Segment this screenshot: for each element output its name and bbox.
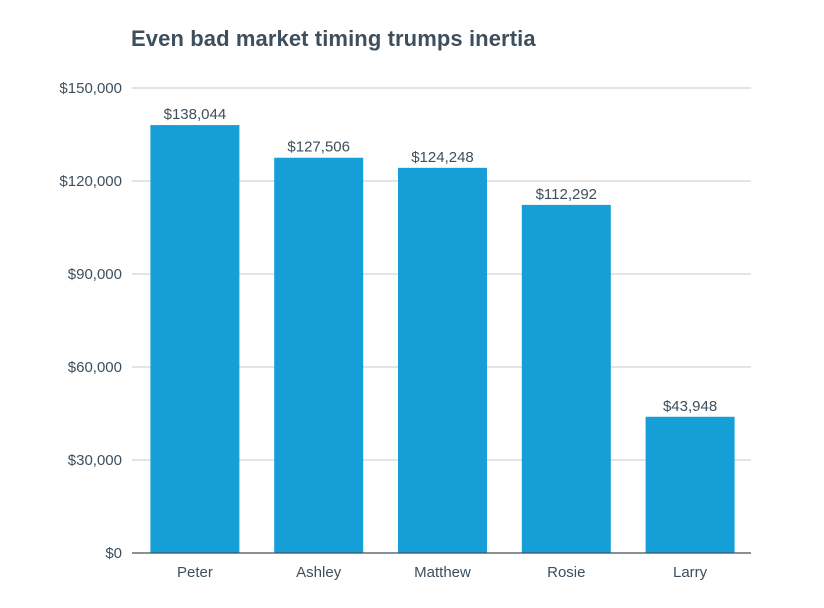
bar [398, 167, 487, 553]
bar [150, 125, 240, 553]
y-tick-label: $60,000 [68, 359, 122, 376]
x-category-label: Matthew [414, 564, 471, 581]
y-tick-label: $150,000 [59, 80, 122, 97]
x-category-label: Rosie [547, 564, 585, 581]
bar-value-label: $127,506 [287, 139, 350, 156]
bar-value-label: $124,248 [411, 149, 474, 166]
y-tick-label: $0 [105, 545, 122, 562]
chart-title: Even bad market timing trumps inertia [131, 26, 536, 51]
y-tick-label: $120,000 [59, 173, 122, 190]
y-tick-label: $30,000 [68, 452, 122, 469]
bar [521, 204, 611, 553]
y-axis-tick-labels: $0 $30,000 $60,000 $90,000 $120,000 $150,000 [59, 80, 122, 562]
bar-value-label: $43,948 [663, 398, 717, 415]
x-category-label: Ashley [296, 564, 342, 581]
x-category-label: Larry [673, 564, 708, 581]
x-category-label: Peter [177, 564, 213, 581]
y-tick-label: $90,000 [68, 266, 122, 283]
bar-value-label: $138,044 [164, 106, 227, 123]
value-labels: $138,044 $127,506 $124,248 $112,292 $43,948 [164, 106, 718, 415]
bar [645, 416, 735, 553]
bar-value-label: $112,292 [536, 186, 597, 203]
x-axis-category-labels: Peter Ashley Matthew Rosie Larry [177, 564, 708, 581]
bars [150, 125, 735, 554]
bar [274, 157, 364, 554]
